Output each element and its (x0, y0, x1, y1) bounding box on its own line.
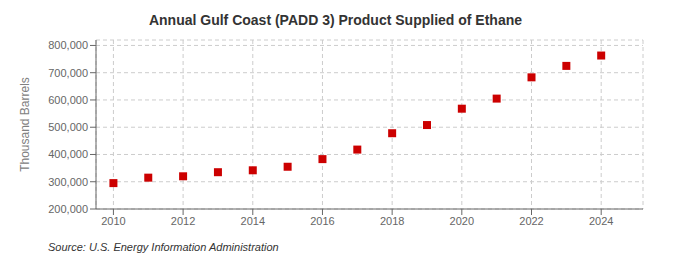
svg-text:400,000: 400,000 (48, 148, 88, 160)
svg-text:Thousand Barrels: Thousand Barrels (18, 77, 32, 172)
svg-text:2024: 2024 (589, 215, 613, 227)
svg-text:200,000: 200,000 (48, 203, 88, 215)
svg-text:700,000: 700,000 (48, 67, 88, 79)
svg-text:2014: 2014 (241, 215, 265, 227)
svg-text:2022: 2022 (519, 215, 543, 227)
svg-text:800,000: 800,000 (48, 39, 88, 51)
svg-text:2016: 2016 (310, 215, 334, 227)
svg-text:2012: 2012 (171, 215, 195, 227)
html-text:Source: U.S. Energy Informatio: Source: U.S. Energy Information Administ… (48, 241, 279, 253)
svg-text:300,000: 300,000 (48, 176, 88, 188)
svg-text:600,000: 600,000 (48, 94, 88, 106)
svg-text:2020: 2020 (450, 215, 474, 227)
html-text:Annual Gulf Coast (PADD 3) Pro: Annual Gulf Coast (PADD 3) Product Suppl… (149, 12, 522, 28)
svg-text:500,000: 500,000 (48, 121, 88, 133)
svg-text:2010: 2010 (101, 215, 125, 227)
svg-text:2018: 2018 (380, 215, 404, 227)
